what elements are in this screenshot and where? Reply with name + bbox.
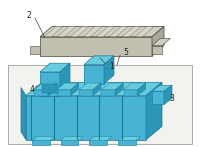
Polygon shape [79, 83, 101, 90]
Polygon shape [104, 56, 114, 84]
Polygon shape [109, 26, 128, 37]
Polygon shape [70, 26, 89, 37]
Polygon shape [32, 137, 55, 141]
Polygon shape [40, 63, 70, 72]
Polygon shape [40, 72, 60, 96]
Polygon shape [57, 90, 71, 96]
Polygon shape [135, 26, 154, 37]
Polygon shape [40, 37, 152, 56]
Polygon shape [84, 65, 104, 84]
Polygon shape [26, 96, 146, 140]
Polygon shape [118, 140, 136, 145]
Polygon shape [164, 85, 172, 104]
Polygon shape [83, 26, 102, 37]
Polygon shape [34, 83, 56, 90]
Polygon shape [84, 56, 114, 65]
Polygon shape [34, 90, 48, 96]
Polygon shape [40, 26, 164, 37]
Polygon shape [71, 83, 79, 96]
Polygon shape [152, 85, 172, 91]
Polygon shape [21, 88, 26, 140]
Polygon shape [138, 83, 146, 96]
Polygon shape [42, 84, 58, 93]
Polygon shape [122, 26, 141, 37]
Polygon shape [96, 26, 115, 37]
Polygon shape [57, 83, 79, 90]
Polygon shape [152, 26, 164, 56]
Polygon shape [152, 91, 164, 104]
Polygon shape [89, 137, 112, 141]
Polygon shape [101, 83, 123, 90]
Polygon shape [60, 63, 70, 96]
Text: 5: 5 [124, 48, 128, 57]
Polygon shape [146, 82, 162, 140]
Polygon shape [30, 46, 40, 54]
Polygon shape [152, 38, 170, 46]
Polygon shape [60, 140, 78, 145]
Polygon shape [32, 140, 50, 145]
Polygon shape [79, 90, 93, 96]
Text: 3: 3 [169, 93, 174, 103]
Text: 2: 2 [26, 11, 31, 20]
Polygon shape [124, 83, 146, 90]
Polygon shape [152, 46, 162, 54]
Bar [8, 65, 192, 144]
Polygon shape [101, 90, 115, 96]
Polygon shape [26, 82, 162, 96]
Text: 1: 1 [110, 62, 114, 71]
Polygon shape [44, 26, 63, 37]
Polygon shape [48, 83, 56, 96]
Polygon shape [118, 137, 140, 141]
Polygon shape [115, 83, 123, 96]
Text: 4: 4 [30, 85, 35, 94]
Polygon shape [89, 140, 107, 145]
Polygon shape [93, 83, 101, 96]
Polygon shape [60, 137, 83, 141]
Polygon shape [57, 26, 76, 37]
Polygon shape [124, 90, 138, 96]
